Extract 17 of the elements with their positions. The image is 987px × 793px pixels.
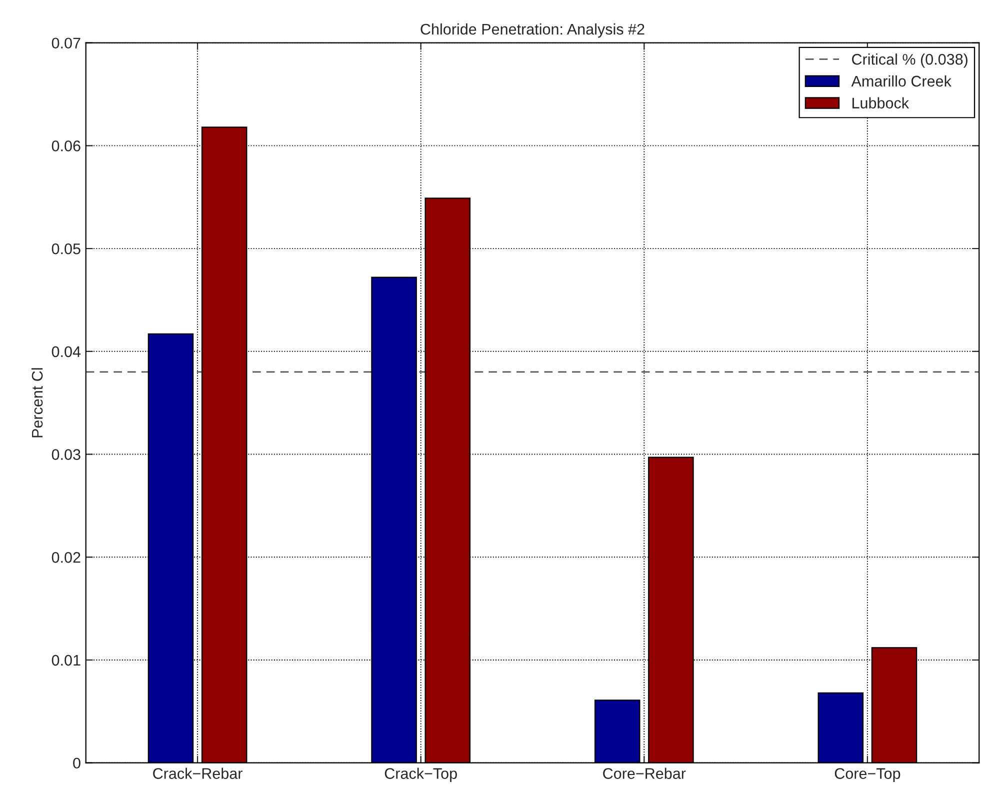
legend-label: Lubbock (852, 97, 910, 108)
y-tick-label: 0.03 (52, 449, 80, 460)
x-tick-label: Core−Rebar (603, 768, 686, 779)
y-tick-label: 0 (73, 758, 80, 769)
y-tick-label: 0.01 (52, 654, 80, 666)
x-tick-label: Core−Top (834, 768, 900, 782)
x-tick-label: Crack−Rebar (153, 768, 242, 779)
y-tick-label: 0.05 (52, 243, 80, 254)
chart-title: Chloride Penetration: Analysis #2 (420, 23, 644, 38)
x-tick-label: Crack−Top (384, 768, 457, 782)
legend-label: Amarillo Creek (851, 75, 952, 87)
y-tick-label: 0.04 (52, 346, 81, 358)
legend-label: Critical % (0.038) (852, 54, 968, 68)
y-axis-title: Percent Cl (31, 368, 43, 438)
y-tick-label: 0.06 (52, 140, 80, 152)
y-tick-label: 0.07 (52, 38, 80, 49)
y-tick-label: 0.02 (52, 552, 80, 563)
